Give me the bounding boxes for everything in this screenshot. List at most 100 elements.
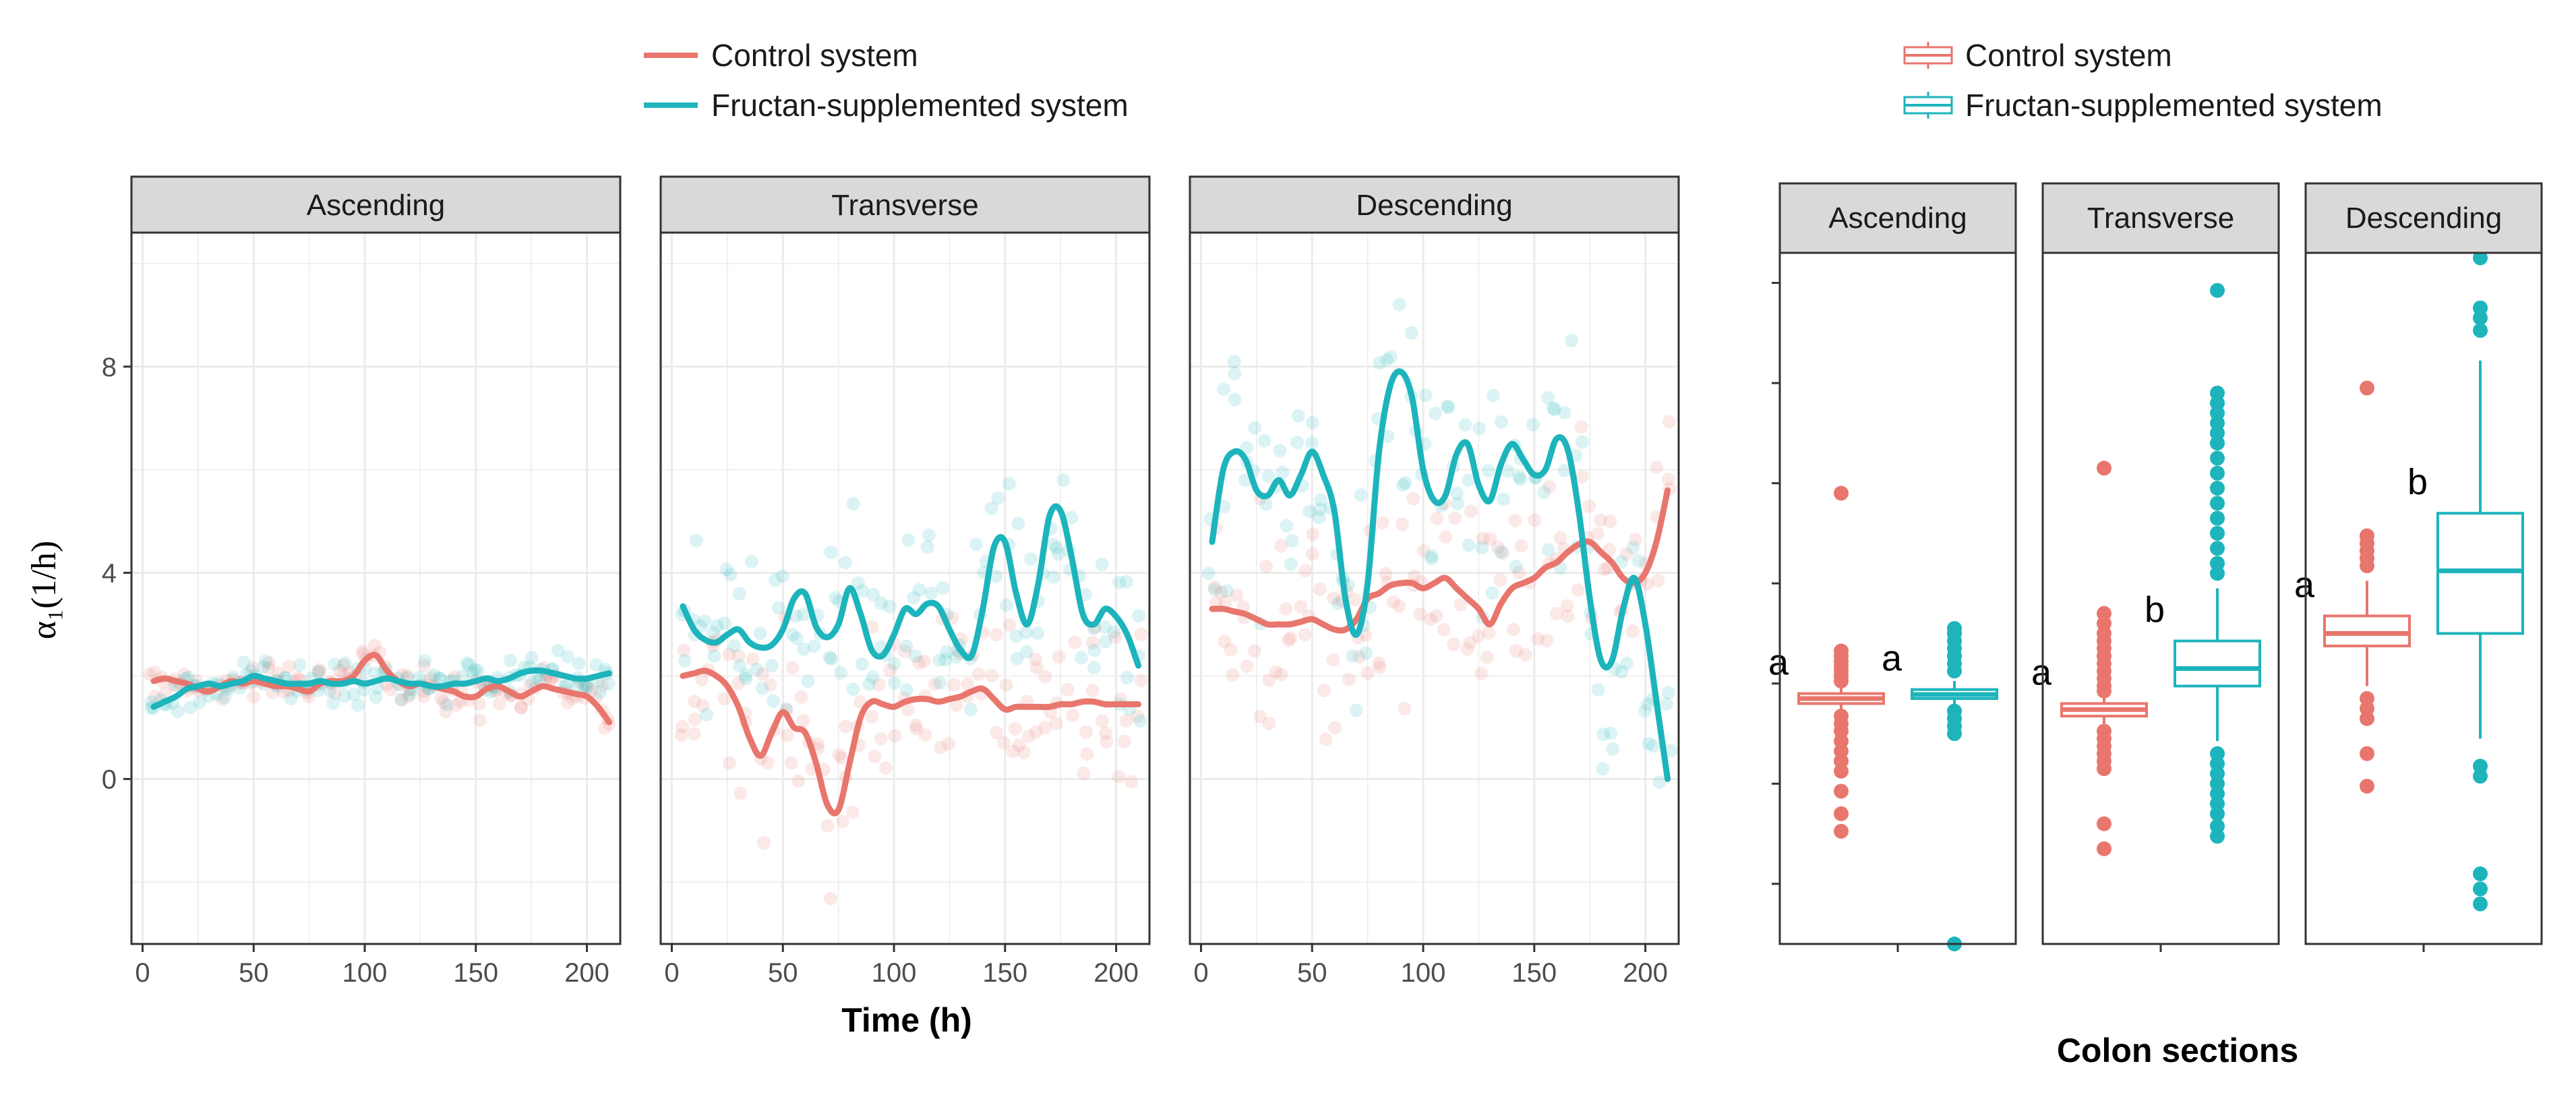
scatter-point [771, 601, 785, 615]
x-tick-label: 200 [564, 958, 609, 988]
scatter-point [1326, 591, 1340, 605]
scatter-point [1227, 355, 1241, 369]
scatter-point [1134, 627, 1148, 641]
scatter-point [1509, 644, 1523, 658]
scatter-point [1218, 634, 1232, 649]
scatter-point [922, 528, 936, 542]
scatter-point [1119, 574, 1133, 589]
scatter-point [707, 626, 721, 640]
scatter-point [1652, 775, 1667, 790]
scatter-point [1261, 469, 1276, 483]
scatter-point [829, 591, 843, 605]
series-line-control-system [680, 668, 1142, 817]
scatter-point [424, 671, 438, 685]
outlier-point [2097, 683, 2111, 699]
scatter-point [985, 669, 999, 683]
scatter-point [1650, 460, 1664, 474]
scatter-point [1352, 650, 1367, 664]
series-line-fructan-supplemented-system [680, 503, 1142, 669]
scatter-point [456, 669, 470, 683]
scatter-point [1638, 704, 1652, 718]
scatter-point [678, 654, 692, 668]
scatter-point [1134, 674, 1148, 688]
scatter-point [1591, 682, 1605, 696]
scatter-point [1565, 334, 1579, 348]
scatter-point [733, 786, 748, 800]
strip-label-ascending: Ascending [1828, 202, 1967, 235]
scatter-point [439, 705, 453, 719]
scatter-point [313, 663, 327, 677]
x-tick-label: 100 [1401, 958, 1446, 988]
outlier-point [2360, 711, 2374, 726]
scatter-point [991, 491, 1005, 505]
scatter-point [1373, 356, 1387, 370]
scatter-point [282, 659, 296, 674]
scatter-point [1662, 415, 1676, 429]
scatter-point [1358, 628, 1373, 642]
scatter-point [888, 729, 902, 743]
scatter-point [1133, 714, 1147, 728]
scatter-point [1112, 769, 1126, 783]
scatter-point [1217, 382, 1231, 396]
scatter-point [1068, 635, 1082, 649]
scatter-point [1493, 573, 1507, 587]
scatter-point [1386, 595, 1400, 609]
scatter-point [356, 644, 370, 658]
scatter-point [822, 651, 837, 665]
scatter-point [1512, 566, 1526, 580]
scatter-point [1079, 725, 1094, 739]
box-control-system: a [2031, 461, 2148, 856]
scatter-point [570, 678, 585, 692]
scatter-point [901, 533, 916, 547]
scatter-point [1348, 593, 1362, 607]
scatter-point [1590, 527, 1605, 541]
scatter-point [400, 668, 415, 682]
scatter-point [394, 692, 409, 706]
scatter-point [1441, 401, 1456, 415]
scatter-point [1557, 463, 1571, 477]
scatter-point [1007, 744, 1021, 759]
scatter-point [560, 695, 574, 709]
scatter-point [1226, 668, 1240, 682]
scatter-point [1095, 714, 1109, 728]
scatter-point [177, 668, 191, 682]
scatter-point [1606, 742, 1620, 757]
strip-label-descending: Descending [1356, 189, 1512, 222]
scatter-point [1002, 477, 1016, 491]
scatter-point [332, 663, 347, 678]
scatter-point [448, 670, 462, 684]
panel-background [1190, 233, 1679, 944]
scatter-point [1451, 497, 1465, 511]
scatter-point [312, 665, 326, 679]
outlier-point [2097, 816, 2111, 831]
scatter-point [1392, 297, 1406, 312]
outlier-point [2210, 806, 2225, 821]
x-tick-label: 50 [768, 958, 798, 988]
scatter-point [1494, 415, 1508, 429]
scatter-point [1328, 721, 1342, 735]
scatter-point [710, 619, 724, 633]
scatter-point [739, 672, 753, 686]
scatter-point [865, 710, 879, 724]
scatter-point [1561, 609, 1575, 623]
scatter-point [1375, 516, 1389, 530]
scatter-point [887, 676, 901, 690]
outlier-point [1834, 783, 1849, 799]
box-fructan-supplemented-system: b [2145, 283, 2261, 844]
scatter-point [580, 680, 595, 694]
panel-background [1780, 253, 2016, 944]
scatter-point [1531, 632, 1545, 646]
scatter-point [1276, 465, 1290, 479]
outlier-point [2210, 465, 2225, 481]
scatter-point [1354, 488, 1368, 502]
outlier-point [2210, 566, 2225, 581]
scatter-point [695, 673, 709, 687]
outlier-point [2473, 323, 2488, 338]
scatter-point [1664, 744, 1678, 758]
legend-left-fructan-label: Fructan-supplemented system [711, 88, 1129, 123]
scatter-point [514, 701, 529, 715]
x-tick-label: 150 [453, 958, 498, 988]
scatter-point [722, 647, 736, 661]
series-line-fructan-supplemented-system [1209, 368, 1671, 782]
